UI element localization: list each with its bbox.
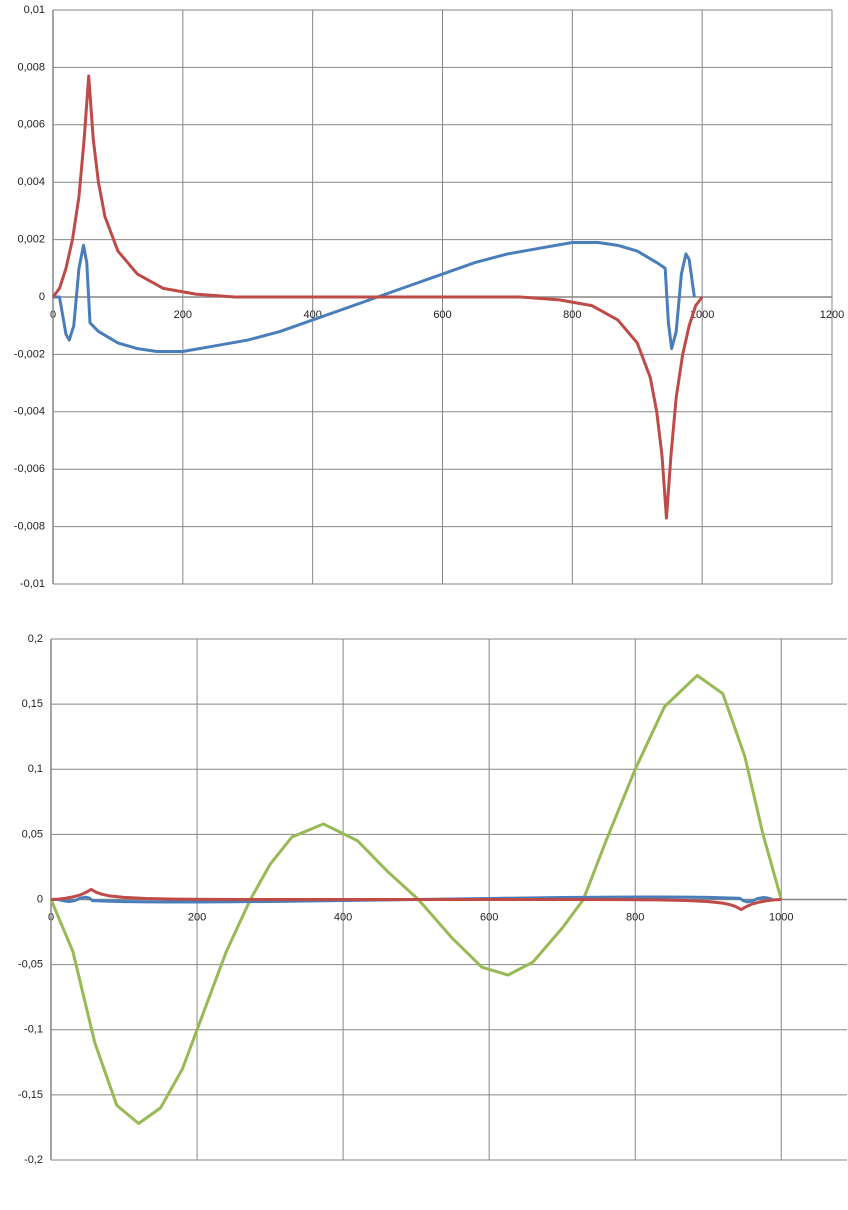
y-tick-label: -0,002 [14, 348, 45, 360]
series-line [49, 673, 783, 1126]
y-tick-label: -0,006 [14, 463, 45, 475]
y-tick-label: -0,2 [24, 1154, 43, 1166]
y-tick-label: 0,002 [17, 234, 45, 246]
y-tick-label: -0,01 [20, 578, 45, 590]
x-tick-label: 200 [174, 309, 192, 321]
x-tick-label: 1000 [769, 911, 793, 923]
y-tick-label: -0,004 [14, 406, 45, 418]
y-tick-label: 0,01 [24, 4, 45, 16]
y-tick-label: 0,2 [28, 633, 43, 645]
y-tick-label: 0,004 [17, 176, 45, 188]
y-tick-label: 0,15 [22, 698, 43, 710]
series-line [50, 887, 782, 912]
x-tick-label: 200 [188, 911, 206, 923]
x-tick-label: 600 [433, 309, 451, 321]
y-tick-label: -0,15 [18, 1089, 43, 1101]
y-tick-label: 0 [37, 893, 43, 905]
series-line [53, 240, 696, 354]
x-tick-label: 1000 [690, 309, 714, 321]
y-tick-label: 0,1 [28, 763, 43, 775]
series-line [51, 74, 704, 520]
y-tick-label: -0,008 [14, 521, 45, 533]
y-tick-label: 0,05 [22, 828, 43, 840]
y-tick-label: 0 [39, 291, 45, 303]
y-tick-label: 0,006 [17, 119, 45, 131]
x-tick-label: 400 [334, 911, 352, 923]
x-tick-label: 800 [626, 911, 644, 923]
y-tick-label: 0,008 [17, 61, 45, 73]
y-tick-label: -0,1 [24, 1024, 43, 1036]
x-tick-label: 1200 [820, 309, 844, 321]
x-tick-label: 600 [480, 911, 498, 923]
x-tick-label: 800 [563, 309, 581, 321]
y-tick-label: -0,05 [18, 959, 43, 971]
